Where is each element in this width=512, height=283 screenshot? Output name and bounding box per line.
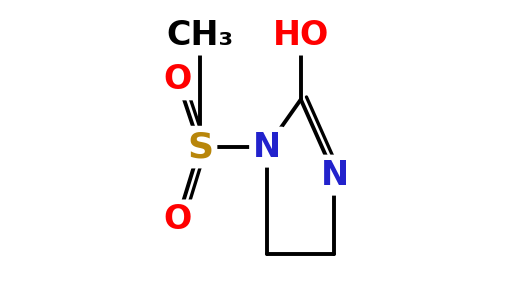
Text: S: S (187, 130, 213, 164)
Text: N: N (253, 130, 281, 164)
Text: O: O (163, 203, 191, 237)
Text: O: O (163, 63, 191, 96)
Text: N: N (321, 159, 349, 192)
Text: HO: HO (273, 18, 329, 52)
Text: CH₃: CH₃ (166, 18, 233, 52)
